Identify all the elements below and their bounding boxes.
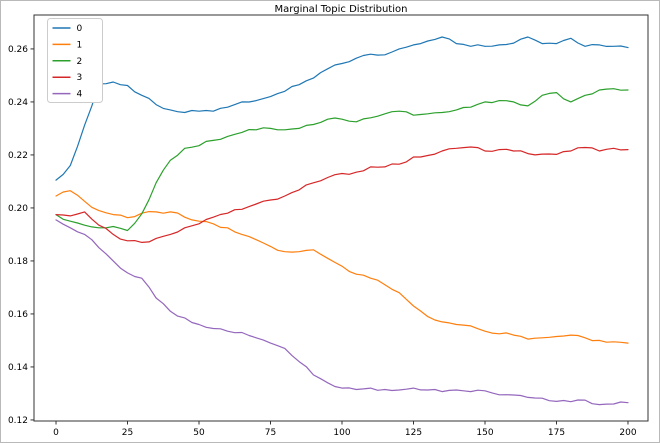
y-tick-label: 0.24 (8, 98, 28, 108)
legend-label-4: 4 (77, 90, 83, 100)
plot-area-frame (33, 14, 649, 422)
x-tick-label: 75 (265, 428, 276, 438)
legend: 0 1 2 3 4 (47, 18, 103, 103)
x-tick-label: 100 (333, 428, 350, 438)
series-line-3 (55, 146, 629, 243)
x-axis: 0 25 50 75 100 125 150 175 200 (53, 421, 637, 438)
y-tick-label: 0.18 (8, 257, 28, 267)
x-tick-label: 0 (53, 428, 59, 438)
series-line-1 (55, 190, 629, 344)
legend-label-1: 1 (77, 40, 83, 50)
y-tick-label: 0.16 (8, 310, 28, 320)
y-tick-label: 0.22 (8, 151, 28, 161)
x-tick-label: 125 (405, 428, 422, 438)
x-tick-label: 50 (193, 428, 205, 438)
series-line-4 (55, 219, 629, 406)
legend-label-3: 3 (77, 73, 83, 83)
series-lines (55, 36, 629, 406)
series-line-2 (55, 88, 629, 232)
legend-label-2: 2 (77, 57, 83, 67)
y-axis: 0.12 0.14 0.16 0.18 0.20 0.22 0.24 0.26 (8, 45, 34, 426)
y-tick-label: 0.12 (8, 416, 28, 426)
x-tick-label: 25 (122, 428, 133, 438)
x-tick-label: 150 (476, 428, 493, 438)
legend-label-0: 0 (77, 24, 83, 34)
legend-box (47, 18, 103, 103)
series-line-0 (55, 36, 629, 181)
y-tick-label: 0.14 (8, 363, 28, 373)
x-tick-label: 175 (548, 428, 565, 438)
chart-title: Marginal Topic Distribution (275, 4, 408, 15)
y-tick-label: 0.20 (8, 204, 28, 214)
y-tick-label: 0.26 (8, 45, 28, 55)
x-tick-label: 200 (619, 428, 636, 438)
